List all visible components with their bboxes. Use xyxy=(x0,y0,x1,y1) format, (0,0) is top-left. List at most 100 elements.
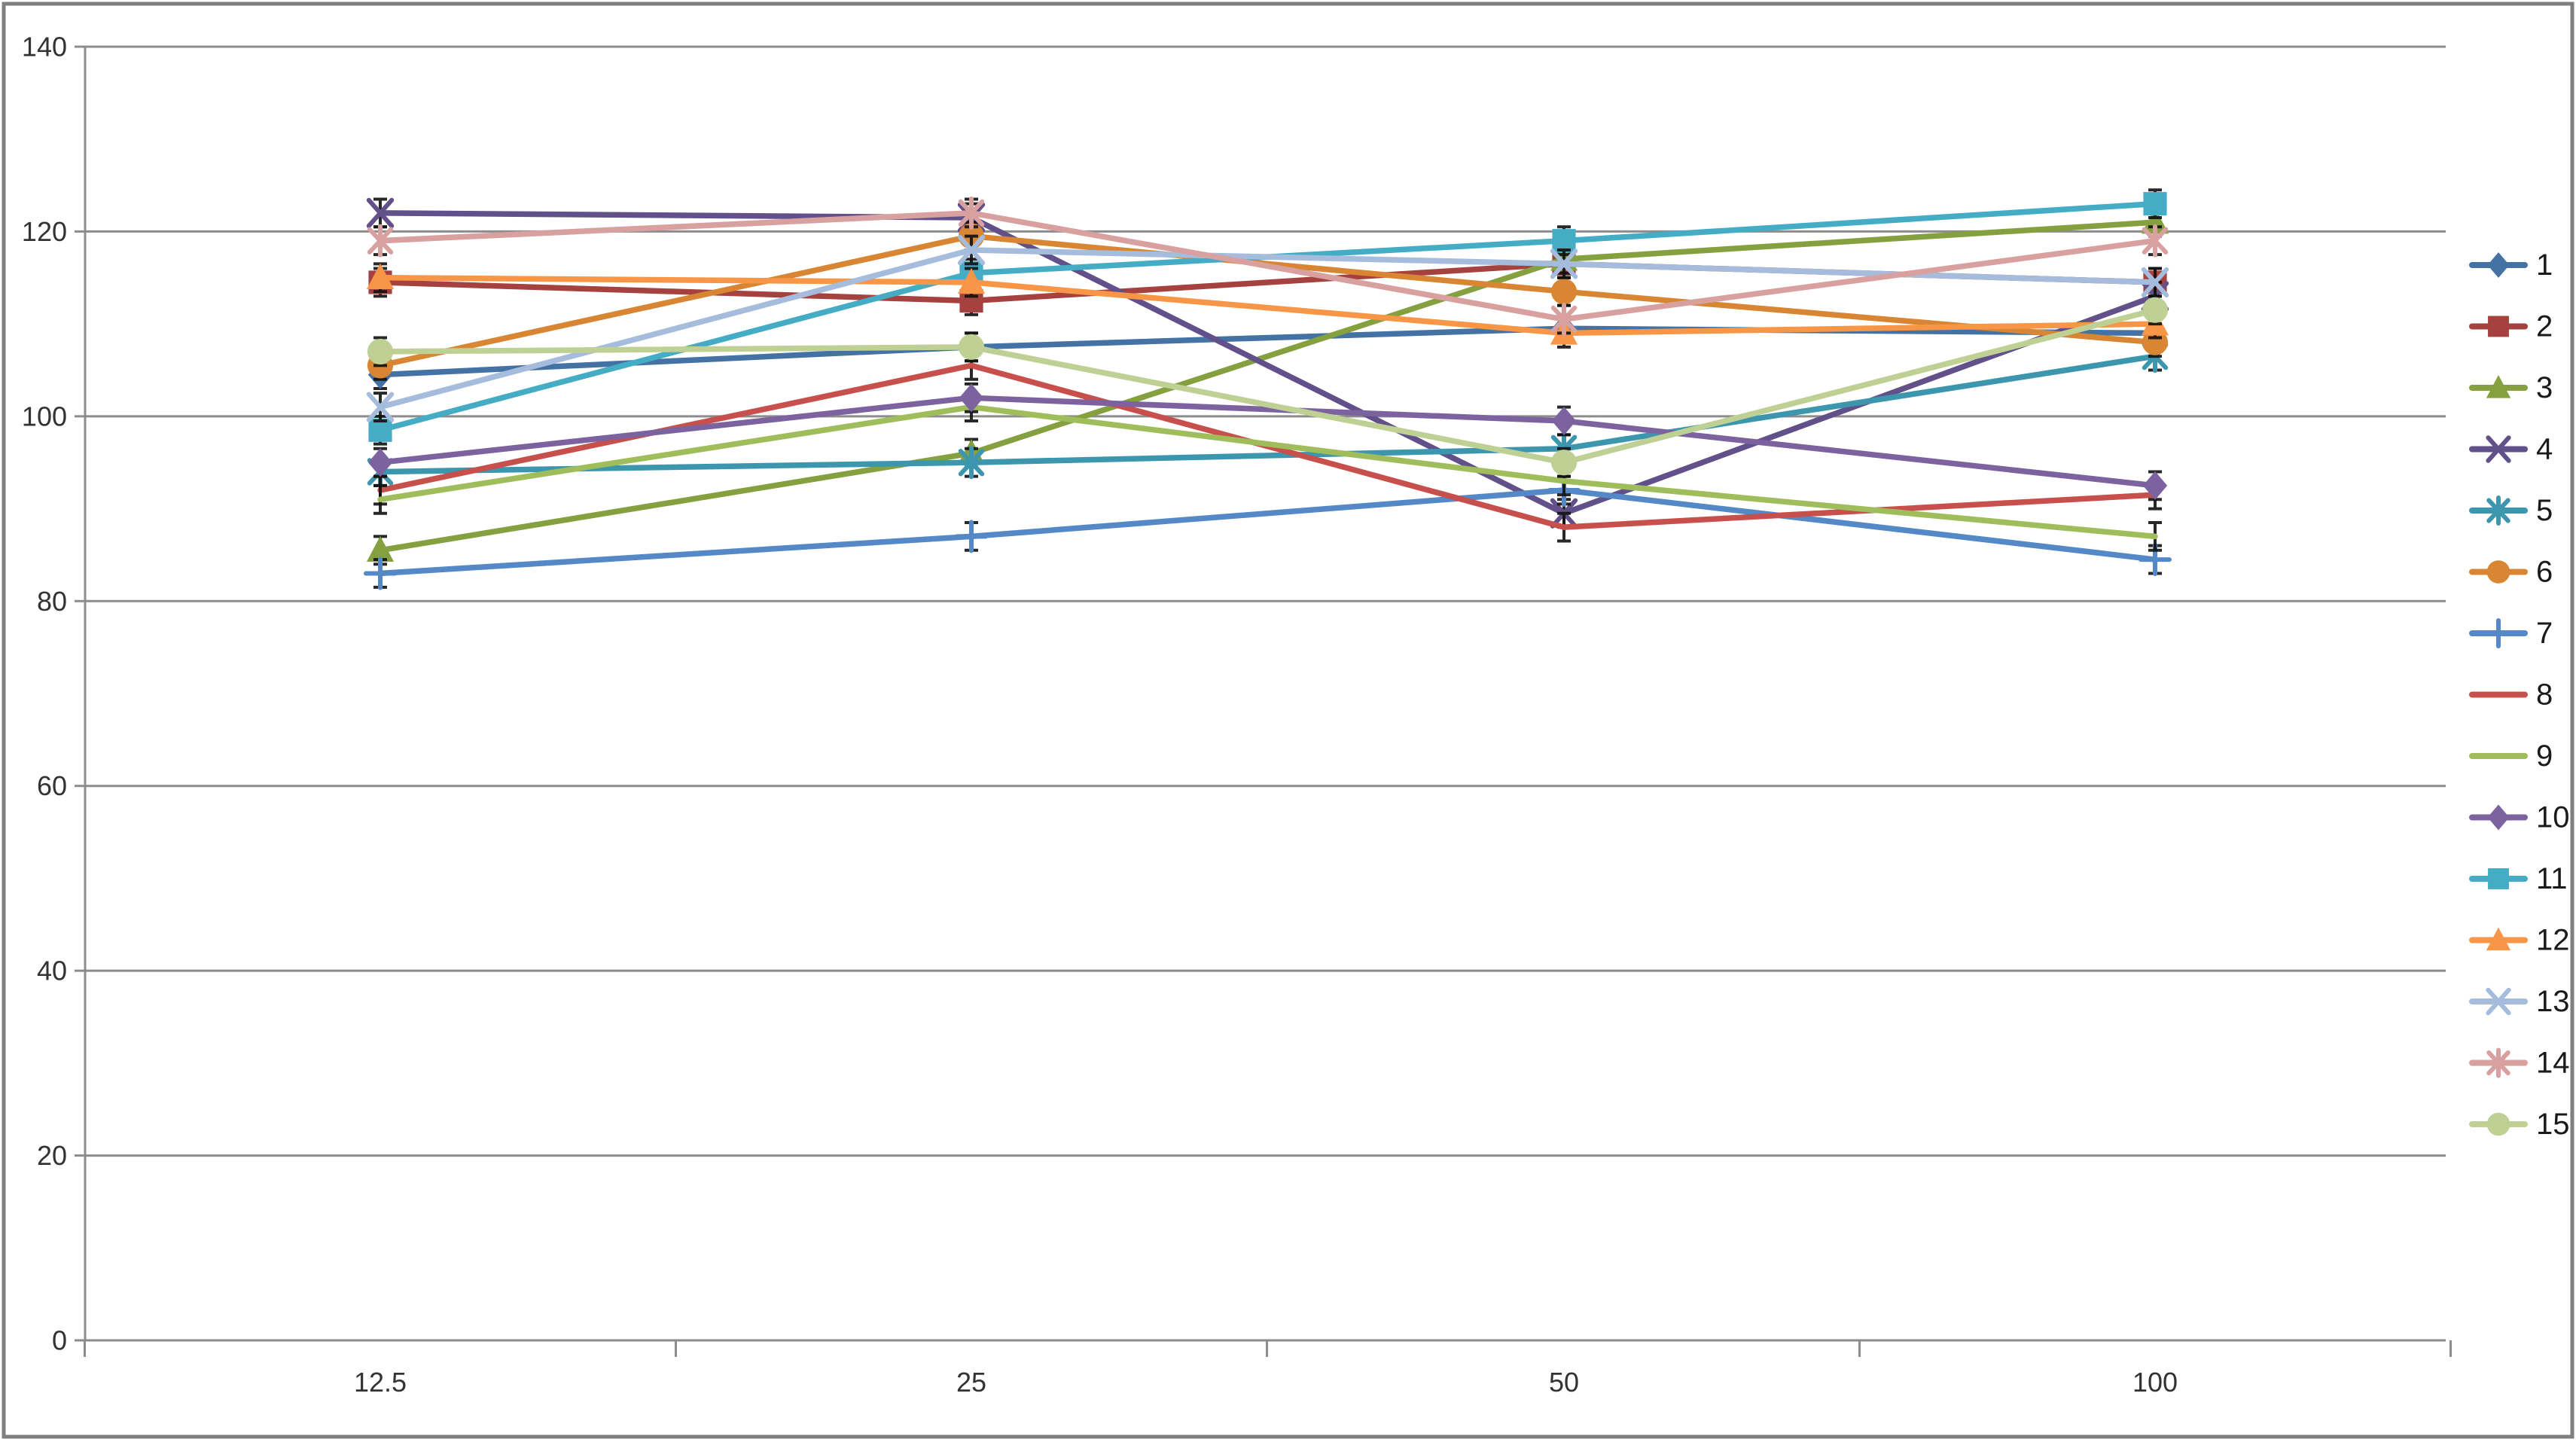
series-marker-triangle xyxy=(366,263,395,289)
legend-item-12[interactable]: 12 xyxy=(2469,924,2570,957)
series-marker-plus xyxy=(2483,618,2514,648)
legend-label: 15 xyxy=(2536,1108,2570,1141)
legend-item-4[interactable]: 4 xyxy=(2469,433,2553,466)
legend-item-6[interactable]: 6 xyxy=(2469,556,2553,589)
y-tick-label: 20 xyxy=(37,1140,67,1171)
series-marker-circle xyxy=(2142,329,2169,355)
legend-item-2[interactable]: 2 xyxy=(2469,310,2553,343)
series-7 xyxy=(364,474,2172,590)
series-marker-asterisk xyxy=(2486,495,2510,526)
series-marker-diamond xyxy=(367,448,393,477)
series-line-12[interactable] xyxy=(377,275,2158,337)
series-marker-x xyxy=(2486,987,2511,1016)
legend-label: 5 xyxy=(2536,494,2553,527)
series-marker-asterisk xyxy=(1550,303,1578,337)
series-marker-triangle xyxy=(2486,927,2511,951)
legend-item-7[interactable]: 7 xyxy=(2469,617,2553,650)
legend-item-8[interactable]: 8 xyxy=(2469,678,2553,712)
series-marker-plus xyxy=(364,556,397,590)
legend-label: 2 xyxy=(2536,310,2553,343)
series-marker-square xyxy=(2488,316,2509,337)
series-14 xyxy=(367,196,2169,337)
y-tick-label: 60 xyxy=(37,770,67,801)
series-line-5[interactable] xyxy=(377,353,2158,475)
series-marker-triangle xyxy=(2486,375,2511,398)
series-marker-diamond xyxy=(2487,804,2510,831)
legend-item-11[interactable]: 11 xyxy=(2469,862,2568,895)
legend-label: 14 xyxy=(2536,1047,2570,1080)
legend-label: 7 xyxy=(2536,617,2553,650)
series-marker-x xyxy=(2141,267,2169,298)
series-marker-circle xyxy=(958,334,985,360)
legend-label: 1 xyxy=(2536,248,2553,282)
series-15 xyxy=(367,294,2169,478)
series-marker-plus xyxy=(955,520,988,553)
series-line-15[interactable] xyxy=(377,306,2158,465)
series-line-9[interactable] xyxy=(377,404,2158,540)
legend-item-15[interactable]: 15 xyxy=(2469,1108,2570,1141)
x-tick-label: 100 xyxy=(2132,1367,2178,1398)
legend-item-9[interactable]: 9 xyxy=(2469,739,2553,773)
legend-label: 6 xyxy=(2536,556,2553,589)
series-marker-asterisk xyxy=(958,446,985,480)
series-marker-square xyxy=(2488,868,2509,889)
legend-item-1[interactable]: 1 xyxy=(2469,248,2553,282)
x-axis: 12.5 25 50 100 xyxy=(84,1340,2452,1398)
series-marker-circle xyxy=(2486,1112,2510,1136)
legend-item-10[interactable]: 10 xyxy=(2469,801,2570,834)
series-marker-circle xyxy=(1550,450,1578,476)
series-marker-triangle xyxy=(366,535,395,562)
series-marker-circle xyxy=(1550,279,1578,305)
legend-label: 9 xyxy=(2536,739,2553,773)
series-marker-x xyxy=(1550,248,1578,279)
series-marker-asterisk xyxy=(958,196,985,230)
series-12 xyxy=(366,262,2169,349)
series-marker-x xyxy=(957,234,986,266)
series-line-13[interactable] xyxy=(377,247,2158,410)
series-marker-x xyxy=(366,392,395,422)
legend-item-13[interactable]: 13 xyxy=(2469,985,2570,1018)
legend-item-3[interactable]: 3 xyxy=(2469,371,2553,404)
series-marker-diamond xyxy=(2142,471,2168,500)
series-marker-circle xyxy=(2142,297,2169,323)
series-marker-triangle xyxy=(957,267,986,294)
series-marker-asterisk xyxy=(367,224,394,258)
legend-item-5[interactable]: 5 xyxy=(2469,494,2553,527)
series-marker-square xyxy=(2143,192,2167,216)
series-marker-diamond xyxy=(959,383,984,413)
legend-label: 12 xyxy=(2536,924,2570,957)
legend-item-14[interactable]: 14 xyxy=(2469,1047,2570,1080)
legend-label: 11 xyxy=(2536,862,2568,895)
x-tick-label: 12.5 xyxy=(354,1367,407,1398)
y-tick-label: 0 xyxy=(52,1325,67,1356)
series-marker-asterisk xyxy=(2142,224,2169,258)
y-tick-label: 100 xyxy=(22,401,67,431)
legend-label: 10 xyxy=(2536,801,2570,834)
series-marker-triangle xyxy=(2141,208,2169,234)
y-tick-label: 80 xyxy=(37,586,67,617)
series-line-10[interactable] xyxy=(377,395,2158,489)
legend-label: 4 xyxy=(2536,433,2553,466)
series-line-3[interactable] xyxy=(377,219,2158,553)
series-line-7[interactable] xyxy=(377,487,2158,577)
series-marker-circle xyxy=(367,338,394,365)
series-marker-circle xyxy=(2486,560,2510,584)
series-line-14[interactable] xyxy=(377,210,2158,322)
legend-label: 8 xyxy=(2536,678,2553,712)
y-tick-label: 120 xyxy=(22,216,67,247)
y-tick-label: 40 xyxy=(37,956,67,986)
series-marker-x xyxy=(2486,435,2511,463)
y-tick-label: 140 xyxy=(22,32,67,62)
x-tick-label: 50 xyxy=(1549,1367,1579,1398)
series-marker-diamond xyxy=(1551,406,1577,435)
x-tick-label: 25 xyxy=(956,1367,986,1398)
series-marker-x xyxy=(366,197,395,228)
series-10 xyxy=(367,382,2168,501)
legend-label: 3 xyxy=(2536,371,2553,404)
series-marker-asterisk xyxy=(2486,1047,2510,1078)
legend-label: 13 xyxy=(2536,985,2570,1018)
